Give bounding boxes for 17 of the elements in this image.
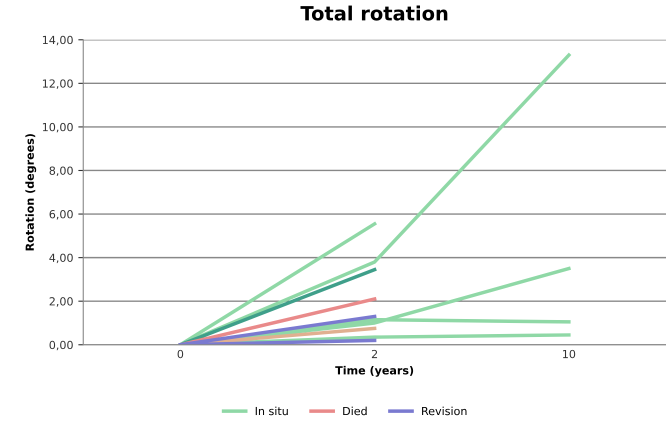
legend-label: Revision	[422, 406, 466, 416]
x-axis-title: Time (years)	[335, 366, 414, 377]
y-axis-title: Rotation (degrees)	[25, 134, 36, 250]
y-tick-label: 14,00	[42, 36, 73, 46]
x-tick-label: 10	[563, 350, 576, 358]
y-tick-label: 8,00	[50, 166, 73, 176]
x-tick-label: 0	[178, 350, 184, 358]
y-tick-label: 6,00	[50, 210, 73, 220]
y-tick-label: 10,00	[42, 122, 73, 132]
chart-title: Total rotation	[300, 6, 448, 21]
legend-label: Died	[343, 406, 367, 416]
y-tick-label: 0,00	[50, 340, 73, 350]
y-tick-label: 2,00	[50, 297, 73, 307]
y-tick-label: 12,00	[42, 79, 73, 89]
x-tick-label: 2	[372, 350, 378, 358]
legend-label: In situ	[256, 406, 288, 416]
y-tick-label: 4,00	[49, 254, 73, 264]
